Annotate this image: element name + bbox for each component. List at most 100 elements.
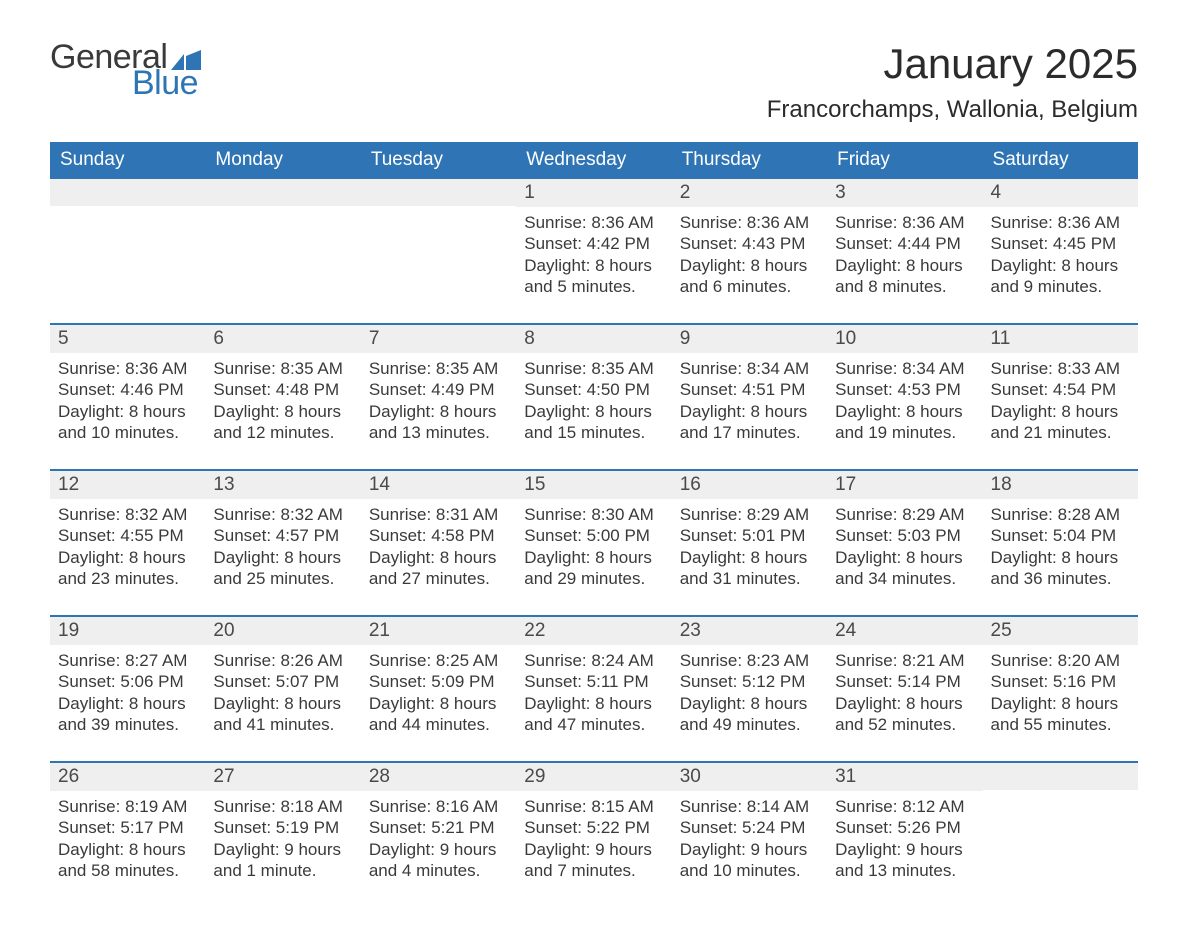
calendar-cell: 13Sunrise: 8:32 AMSunset: 4:57 PMDayligh… [205,471,360,595]
day-number: 20 [205,617,360,645]
calendar-cell [983,763,1138,887]
day-body: Sunrise: 8:15 AMSunset: 5:22 PMDaylight:… [516,791,671,887]
day-number: 3 [827,179,982,207]
day-body: Sunrise: 8:29 AMSunset: 5:01 PMDaylight:… [672,499,827,595]
dow-cell: Sunday [50,142,205,179]
day-body: Sunrise: 8:36 AMSunset: 4:44 PMDaylight:… [827,207,982,303]
daylight-line: Daylight: 8 hours and 15 minutes. [524,401,663,444]
sunset-line: Sunset: 4:55 PM [58,525,197,546]
calendar-cell [50,179,205,303]
day-number: 27 [205,763,360,791]
calendar-cell [361,179,516,303]
sunset-line: Sunset: 4:48 PM [213,379,352,400]
calendar-cell: 28Sunrise: 8:16 AMSunset: 5:21 PMDayligh… [361,763,516,887]
sunrise-line: Sunrise: 8:28 AM [991,504,1130,525]
sunset-line: Sunset: 5:09 PM [369,671,508,692]
sunrise-line: Sunrise: 8:35 AM [369,358,508,379]
day-number: 4 [983,179,1138,207]
calendar-cell: 1Sunrise: 8:36 AMSunset: 4:42 PMDaylight… [516,179,671,303]
sunset-line: Sunset: 5:01 PM [680,525,819,546]
day-number: 16 [672,471,827,499]
sunrise-line: Sunrise: 8:26 AM [213,650,352,671]
calendar-cell: 7Sunrise: 8:35 AMSunset: 4:49 PMDaylight… [361,325,516,449]
calendar-cell: 4Sunrise: 8:36 AMSunset: 4:45 PMDaylight… [983,179,1138,303]
day-body: Sunrise: 8:35 AMSunset: 4:50 PMDaylight:… [516,353,671,449]
day-body: Sunrise: 8:25 AMSunset: 5:09 PMDaylight:… [361,645,516,741]
calendar-cell: 3Sunrise: 8:36 AMSunset: 4:44 PMDaylight… [827,179,982,303]
day-body: Sunrise: 8:29 AMSunset: 5:03 PMDaylight:… [827,499,982,595]
day-body: Sunrise: 8:32 AMSunset: 4:57 PMDaylight:… [205,499,360,595]
daylight-line: Daylight: 8 hours and 8 minutes. [835,255,974,298]
calendar-cell: 5Sunrise: 8:36 AMSunset: 4:46 PMDaylight… [50,325,205,449]
sunrise-line: Sunrise: 8:36 AM [524,212,663,233]
day-number: 14 [361,471,516,499]
logo-text-blue: Blue [132,66,201,100]
logo-top-row: General [50,40,201,74]
calendar-cell: 21Sunrise: 8:25 AMSunset: 5:09 PMDayligh… [361,617,516,741]
daylight-line: Daylight: 9 hours and 7 minutes. [524,839,663,882]
daylight-line: Daylight: 8 hours and 47 minutes. [524,693,663,736]
daylight-line: Daylight: 9 hours and 13 minutes. [835,839,974,882]
daylight-line: Daylight: 8 hours and 36 minutes. [991,547,1130,590]
sunset-line: Sunset: 4:50 PM [524,379,663,400]
sunrise-line: Sunrise: 8:36 AM [680,212,819,233]
daylight-line: Daylight: 9 hours and 4 minutes. [369,839,508,882]
day-number: 13 [205,471,360,499]
sunrise-line: Sunrise: 8:19 AM [58,796,197,817]
daylight-line: Daylight: 8 hours and 9 minutes. [991,255,1130,298]
sunrise-line: Sunrise: 8:36 AM [991,212,1130,233]
title-block: January 2025 Francorchamps, Wallonia, Be… [767,40,1138,124]
calendar-cell: 27Sunrise: 8:18 AMSunset: 5:19 PMDayligh… [205,763,360,887]
day-body: Sunrise: 8:27 AMSunset: 5:06 PMDaylight:… [50,645,205,741]
day-number: 12 [50,471,205,499]
day-number: 5 [50,325,205,353]
day-body: Sunrise: 8:34 AMSunset: 4:53 PMDaylight:… [827,353,982,449]
sunrise-line: Sunrise: 8:16 AM [369,796,508,817]
day-body: Sunrise: 8:33 AMSunset: 4:54 PMDaylight:… [983,353,1138,449]
calendar-cell: 17Sunrise: 8:29 AMSunset: 5:03 PMDayligh… [827,471,982,595]
day-body: Sunrise: 8:18 AMSunset: 5:19 PMDaylight:… [205,791,360,887]
day-of-week-header: SundayMondayTuesdayWednesdayThursdayFrid… [50,142,1138,179]
daylight-line: Daylight: 8 hours and 23 minutes. [58,547,197,590]
page-title: January 2025 [767,40,1138,88]
daylight-line: Daylight: 8 hours and 5 minutes. [524,255,663,298]
day-number [983,763,1138,790]
day-number: 25 [983,617,1138,645]
day-number: 2 [672,179,827,207]
daylight-line: Daylight: 8 hours and 31 minutes. [680,547,819,590]
day-number: 28 [361,763,516,791]
sunrise-line: Sunrise: 8:25 AM [369,650,508,671]
week-row: 5 Sunrise: 8:36 AMSunset: 4:46 PM Daylight… [50,323,1138,449]
sunset-line: Sunset: 4:58 PM [369,525,508,546]
sunrise-line: Sunrise: 8:15 AM [524,796,663,817]
calendar-cell: 31Sunrise: 8:12 AMSunset: 5:26 PMDayligh… [827,763,982,887]
daylight-line: Daylight: 8 hours and 13 minutes. [369,401,508,444]
dow-cell: Thursday [672,142,827,179]
sunset-line: Sunset: 4:44 PM [835,233,974,254]
sunrise-line: Sunrise: 8:36 AM [58,358,197,379]
sunset-line: Sunset: 4:57 PM [213,525,352,546]
sunrise-line: Sunrise: 8:20 AM [991,650,1130,671]
day-number [361,179,516,206]
sunset-line: Sunset: 5:06 PM [58,671,197,692]
header: General Blue January 2025 Francorchamps,… [50,40,1138,124]
sunset-line: Sunset: 4:54 PM [991,379,1130,400]
sunset-line: Sunset: 4:46 PM [58,379,197,400]
sunrise-line: Sunrise: 8:30 AM [524,504,663,525]
sunset-line: Sunset: 5:00 PM [524,525,663,546]
day-body: Sunrise: 8:36 AMSunset: 4:43 PMDaylight:… [672,207,827,303]
daylight-line: Daylight: 9 hours and 1 minute. [213,839,352,882]
daylight-line: Daylight: 8 hours and 25 minutes. [213,547,352,590]
sunset-line: Sunset: 5:07 PM [213,671,352,692]
sunrise-line: Sunrise: 8:32 AM [58,504,197,525]
sunset-line: Sunset: 5:17 PM [58,817,197,838]
daylight-line: Daylight: 8 hours and 39 minutes. [58,693,197,736]
day-number: 22 [516,617,671,645]
sunset-line: Sunset: 5:04 PM [991,525,1130,546]
flag-icon [171,50,201,70]
day-body: Sunrise: 8:32 AMSunset: 4:55 PMDaylight:… [50,499,205,595]
day-number: 6 [205,325,360,353]
day-number: 24 [827,617,982,645]
day-number: 31 [827,763,982,791]
day-number: 15 [516,471,671,499]
